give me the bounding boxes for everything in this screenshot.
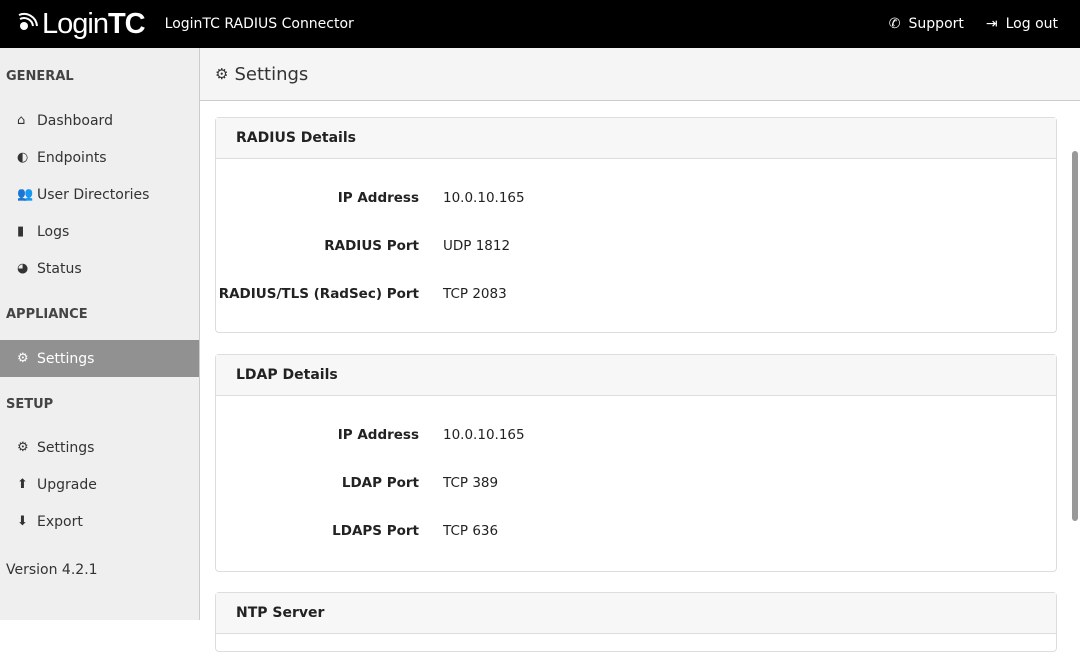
label: Settings: [37, 350, 95, 367]
home-icon: ⌂: [17, 113, 26, 128]
detail-value: 10.0.10.165: [443, 427, 525, 443]
card-title: NTP Server: [216, 593, 1056, 634]
sidebar-item-export[interactable]: ⬇ Export: [0, 503, 199, 540]
section-setup: SETUP: [6, 397, 54, 412]
detail-value: TCP 2083: [443, 286, 507, 302]
gears-icon: ⚙: [17, 351, 29, 366]
arrow-down-circle-icon: ⬇: [17, 514, 28, 529]
detail-row: IP Address 10.0.10.165: [216, 411, 1056, 459]
card-title: RADIUS Details: [216, 118, 1056, 159]
arrow-up-circle-icon: ⬆: [17, 477, 28, 492]
detail-row: LDAP Port TCP 389: [216, 459, 1056, 507]
logout-link[interactable]: ⇥ Log out: [986, 16, 1058, 32]
logout-label: Log out: [1005, 16, 1058, 32]
detail-label: LDAPS Port: [332, 523, 419, 539]
scrollbar[interactable]: [1070, 101, 1080, 620]
top-bar: Login TC LoginTC RADIUS Connector ✆ Suppor…: [0, 0, 1080, 48]
gears-icon: ⚙: [17, 440, 29, 455]
sidebar-item-endpoints[interactable]: ◐ Endpoints: [0, 139, 199, 176]
label: Dashboard: [37, 112, 113, 129]
sign-out-icon: ⇥: [985, 16, 998, 32]
sidebar-item-upgrade[interactable]: ⬆ Upgrade: [0, 466, 199, 503]
label: Logs: [37, 223, 70, 240]
sidebar-item-setup-settings[interactable]: ⚙ Settings: [0, 429, 199, 466]
card-title: LDAP Details: [216, 355, 1056, 396]
sidebar-item-dashboard[interactable]: ⌂ Dashboard: [0, 102, 199, 139]
support-label: Support: [908, 16, 964, 32]
logintc-logo[interactable]: Login TC: [16, 7, 146, 41]
detail-value: UDP 1812: [443, 238, 511, 254]
label: User Directories: [37, 186, 150, 203]
detail-label: IP Address: [337, 427, 419, 443]
detail-label: LDAP Port: [341, 475, 419, 491]
book-icon: ▮: [17, 224, 25, 239]
detail-label: IP Address: [337, 190, 419, 206]
page-header: ⚙ Settings: [200, 48, 1080, 101]
users-icon: 👥: [17, 187, 34, 202]
page-title: Settings: [234, 63, 309, 85]
main-content: ⚙ Settings RADIUS Details IP Address 10.0.…: [200, 48, 1080, 652]
section-general: GENERAL: [6, 69, 74, 84]
detail-label: RADIUS Port: [324, 238, 419, 254]
logo-light: Login: [42, 7, 109, 40]
sidebar: GENERAL ⌂ Dashboard ◐ Endpoints 👥 User Dire…: [0, 48, 200, 620]
detail-row: LDAPS Port TCP 636: [216, 507, 1056, 555]
sidebar-item-appliance-settings[interactable]: ⚙ Settings: [0, 340, 199, 377]
signal-icon: [18, 12, 38, 30]
detail-value: TCP 389: [443, 475, 499, 491]
detail-value: TCP 636: [443, 523, 499, 539]
label: Settings: [37, 439, 95, 456]
sidebar-item-status[interactable]: ◕ Status: [0, 250, 199, 287]
version-text: Version 4.2.1: [6, 562, 98, 578]
detail-label: RADIUS/TLS (RadSec) Port: [218, 286, 419, 302]
label: Endpoints: [37, 149, 107, 166]
detail-row: RADIUS/TLS (RadSec) Port TCP 2083: [216, 270, 1056, 318]
sidebar-item-logs[interactable]: ▮ Logs: [0, 213, 199, 250]
gears-icon: ⚙: [215, 65, 229, 83]
phone-icon: ✆: [888, 16, 901, 32]
label: Export: [37, 513, 83, 530]
detail-row: RADIUS Port UDP 1812: [216, 222, 1056, 270]
shield-icon: ◐: [17, 150, 29, 165]
section-appliance: APPLIANCE: [6, 307, 88, 322]
label: Upgrade: [37, 476, 97, 493]
detail-row: IP Address 10.0.10.165: [216, 174, 1056, 222]
sidebar-item-user-directories[interactable]: 👥 User Directories: [0, 176, 199, 213]
radius-details-card: RADIUS Details IP Address 10.0.10.165 RAD…: [215, 117, 1057, 333]
label: Status: [37, 260, 82, 277]
support-link[interactable]: ✆ Support: [889, 16, 964, 32]
app-title: LoginTC RADIUS Connector: [164, 16, 354, 32]
ntp-server-card: NTP Server: [215, 592, 1057, 652]
detail-value: 10.0.10.165: [443, 190, 525, 206]
dashboard-icon: ◕: [17, 261, 29, 276]
scrollbar-thumb[interactable]: [1072, 151, 1078, 521]
logo-bold: TC: [107, 7, 146, 40]
ldap-details-card: LDAP Details IP Address 10.0.10.165 LDAP …: [215, 354, 1057, 572]
